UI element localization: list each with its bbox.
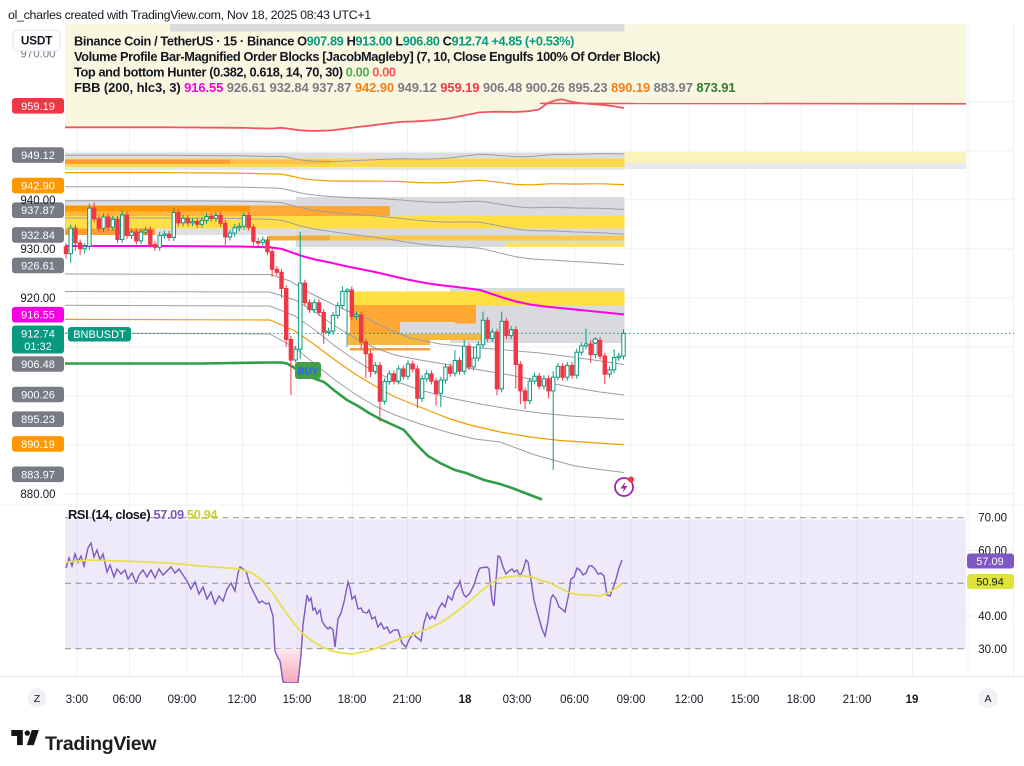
svg-text:12:00: 12:00 — [228, 694, 257, 706]
svg-text:883.97: 883.97 — [21, 469, 55, 481]
svg-text:930.00: 930.00 — [20, 244, 55, 256]
svg-text:RSI (14, close) 57.09 50.94: RSI (14, close) 57.09 50.94 — [68, 507, 218, 522]
svg-text:FBB (200, hlc3, 3) 916.55 926.: FBB (200, hlc3, 3) 916.55 926.61 932.84 … — [74, 80, 736, 95]
svg-text:Binance Coin / TetherUS · 15 ·: Binance Coin / TetherUS · 15 · Binance O… — [74, 34, 574, 49]
svg-text:895.23: 895.23 — [21, 414, 55, 426]
svg-text:932.84: 932.84 — [21, 230, 55, 242]
svg-text:926.61: 926.61 — [21, 260, 55, 272]
svg-text:01:32: 01:32 — [24, 341, 52, 353]
svg-text:Top and bottom Hunter (0.382,: Top and bottom Hunter (0.382, 0.618, 14,… — [74, 65, 396, 80]
svg-text:890.19: 890.19 — [21, 439, 55, 451]
svg-text:Z: Z — [34, 693, 41, 705]
svg-text:BUY: BUY — [297, 367, 318, 378]
svg-text:12:00: 12:00 — [675, 694, 704, 706]
svg-text:30.00: 30.00 — [978, 644, 1007, 656]
svg-text:18: 18 — [459, 694, 472, 706]
svg-text:3:00: 3:00 — [66, 694, 88, 706]
svg-text:06:00: 06:00 — [113, 694, 142, 706]
svg-text:70.00: 70.00 — [978, 513, 1007, 525]
svg-text:900.26: 900.26 — [21, 390, 55, 402]
svg-text:50.94: 50.94 — [976, 577, 1004, 589]
svg-text:09:00: 09:00 — [168, 694, 197, 706]
svg-text:15:00: 15:00 — [731, 694, 760, 706]
svg-text:06:00: 06:00 — [560, 694, 589, 706]
svg-text:920.00: 920.00 — [20, 293, 55, 305]
svg-text:40.00: 40.00 — [978, 611, 1007, 623]
svg-text:15:00: 15:00 — [283, 694, 312, 706]
svg-text:21:00: 21:00 — [843, 694, 872, 706]
svg-text:03:00: 03:00 — [503, 694, 532, 706]
svg-text:A: A — [984, 693, 991, 705]
svg-text:09:00: 09:00 — [617, 694, 646, 706]
svg-text:916.55: 916.55 — [21, 310, 55, 322]
svg-text:906.48: 906.48 — [21, 359, 55, 371]
svg-text:57.09: 57.09 — [976, 556, 1004, 568]
svg-text:18:00: 18:00 — [787, 694, 816, 706]
svg-text:Volume Profile Bar-Magnified O: Volume Profile Bar-Magnified Order Block… — [74, 49, 660, 64]
svg-text:BNBUSDT: BNBUSDT — [73, 329, 126, 341]
svg-text:21:00: 21:00 — [393, 694, 422, 706]
svg-text:959.19: 959.19 — [21, 101, 55, 113]
svg-text:937.87: 937.87 — [21, 205, 55, 217]
svg-text:18:00: 18:00 — [338, 694, 367, 706]
svg-text:912.74: 912.74 — [21, 329, 55, 341]
svg-text:USDT: USDT — [21, 34, 53, 48]
svg-text:949.12: 949.12 — [21, 150, 55, 162]
svg-text:940.00: 940.00 — [20, 195, 55, 207]
svg-text:942.90: 942.90 — [21, 181, 55, 193]
svg-text:TradingView: TradingView — [45, 733, 157, 755]
svg-text:ol_charles created with Tradin: ol_charles created with TradingView.com,… — [8, 8, 371, 22]
svg-text:880.00: 880.00 — [20, 489, 55, 501]
svg-text:19: 19 — [906, 694, 919, 706]
